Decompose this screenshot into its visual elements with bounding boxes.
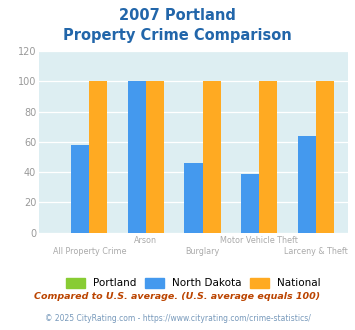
Bar <box>297 136 316 233</box>
Text: Motor Vehicle Theft: Motor Vehicle Theft <box>220 236 298 245</box>
Bar <box>146 82 164 233</box>
Text: Property Crime Comparison: Property Crime Comparison <box>63 28 292 43</box>
Bar <box>128 82 146 233</box>
Bar <box>259 82 277 233</box>
Text: Burglary: Burglary <box>185 247 220 256</box>
Bar <box>184 163 203 233</box>
Bar <box>241 174 259 233</box>
Text: 2007 Portland: 2007 Portland <box>119 8 236 23</box>
Bar <box>203 82 221 233</box>
Bar <box>71 145 89 233</box>
Text: Compared to U.S. average. (U.S. average equals 100): Compared to U.S. average. (U.S. average … <box>34 292 321 301</box>
Text: Larceny & Theft: Larceny & Theft <box>284 247 348 256</box>
Bar <box>89 82 108 233</box>
Text: © 2025 CityRating.com - https://www.cityrating.com/crime-statistics/: © 2025 CityRating.com - https://www.city… <box>45 314 310 323</box>
Text: All Property Crime: All Property Crime <box>53 247 126 256</box>
Bar <box>316 82 334 233</box>
Text: Arson: Arson <box>135 236 157 245</box>
Legend: Portland, North Dakota, National: Portland, North Dakota, National <box>66 278 321 288</box>
